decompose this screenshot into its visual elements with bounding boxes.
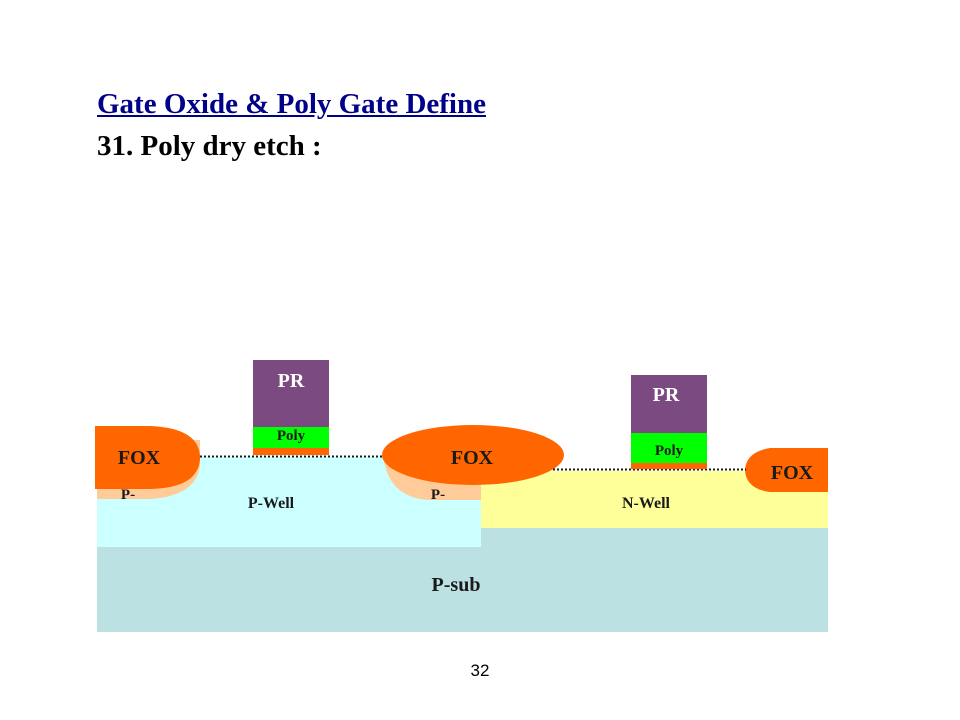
n-well-label: N-Well	[622, 495, 671, 512]
gate-oxide-right	[631, 463, 707, 469]
poly-label-left: Poly	[277, 428, 306, 444]
gate-oxide-left	[253, 448, 329, 455]
p-minus-label-left: P-	[121, 487, 135, 503]
page-number: 32	[470, 661, 490, 680]
photoresist-block-right	[631, 375, 707, 433]
photoresist-label-right: PR	[653, 384, 680, 406]
fox-middle	[382, 425, 564, 485]
fox-right	[745, 448, 828, 492]
poly-label-right: Poly	[655, 443, 684, 459]
p-sub-label: P-sub	[432, 574, 481, 596]
fox-label-left: FOX	[118, 447, 161, 469]
fox-left	[95, 426, 200, 489]
poly-gate-right	[631, 433, 707, 463]
photoresist-label-left: PR	[278, 370, 305, 392]
poly-gate-left	[253, 427, 329, 448]
photoresist-block-left	[253, 360, 329, 427]
fox-label-right: FOX	[771, 462, 814, 484]
p-well-label: P-Well	[248, 495, 295, 512]
fox-label-middle: FOX	[451, 447, 494, 469]
p-minus-label-middle: P-	[431, 487, 445, 503]
step-subtitle: 31. Poly dry etch :	[97, 130, 322, 162]
page-title: Gate Oxide & Poly Gate Define	[97, 88, 486, 120]
